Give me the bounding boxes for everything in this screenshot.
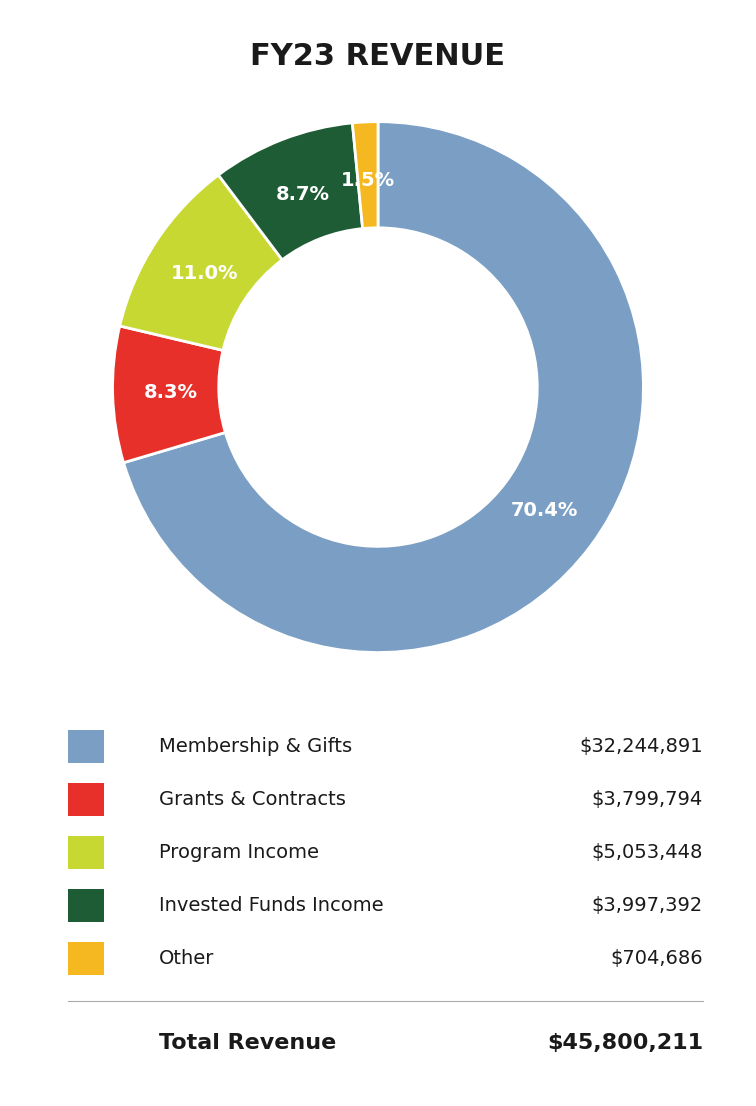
- Text: 8.3%: 8.3%: [144, 384, 198, 403]
- Text: $45,800,211: $45,800,211: [547, 1033, 703, 1053]
- Text: 11.0%: 11.0%: [171, 264, 238, 283]
- Text: $32,244,891: $32,244,891: [579, 737, 703, 757]
- Wedge shape: [123, 122, 643, 653]
- Text: Invested Funds Income: Invested Funds Income: [159, 896, 383, 916]
- Text: 70.4%: 70.4%: [510, 501, 578, 521]
- Text: 1.5%: 1.5%: [341, 170, 395, 190]
- Text: 8.7%: 8.7%: [276, 185, 330, 204]
- Text: $5,053,448: $5,053,448: [592, 843, 703, 863]
- Text: Grants & Contracts: Grants & Contracts: [159, 790, 345, 810]
- Text: Membership & Gifts: Membership & Gifts: [159, 737, 352, 757]
- Wedge shape: [218, 123, 363, 260]
- Wedge shape: [113, 326, 225, 462]
- Text: Other: Other: [159, 949, 214, 969]
- Wedge shape: [352, 122, 378, 229]
- Text: Total Revenue: Total Revenue: [159, 1033, 336, 1053]
- Text: FY23 REVENUE: FY23 REVENUE: [250, 42, 506, 71]
- Text: $3,799,794: $3,799,794: [592, 790, 703, 810]
- Text: $3,997,392: $3,997,392: [592, 896, 703, 916]
- Text: Program Income: Program Income: [159, 843, 319, 863]
- Wedge shape: [119, 175, 282, 351]
- Text: $704,686: $704,686: [610, 949, 703, 969]
